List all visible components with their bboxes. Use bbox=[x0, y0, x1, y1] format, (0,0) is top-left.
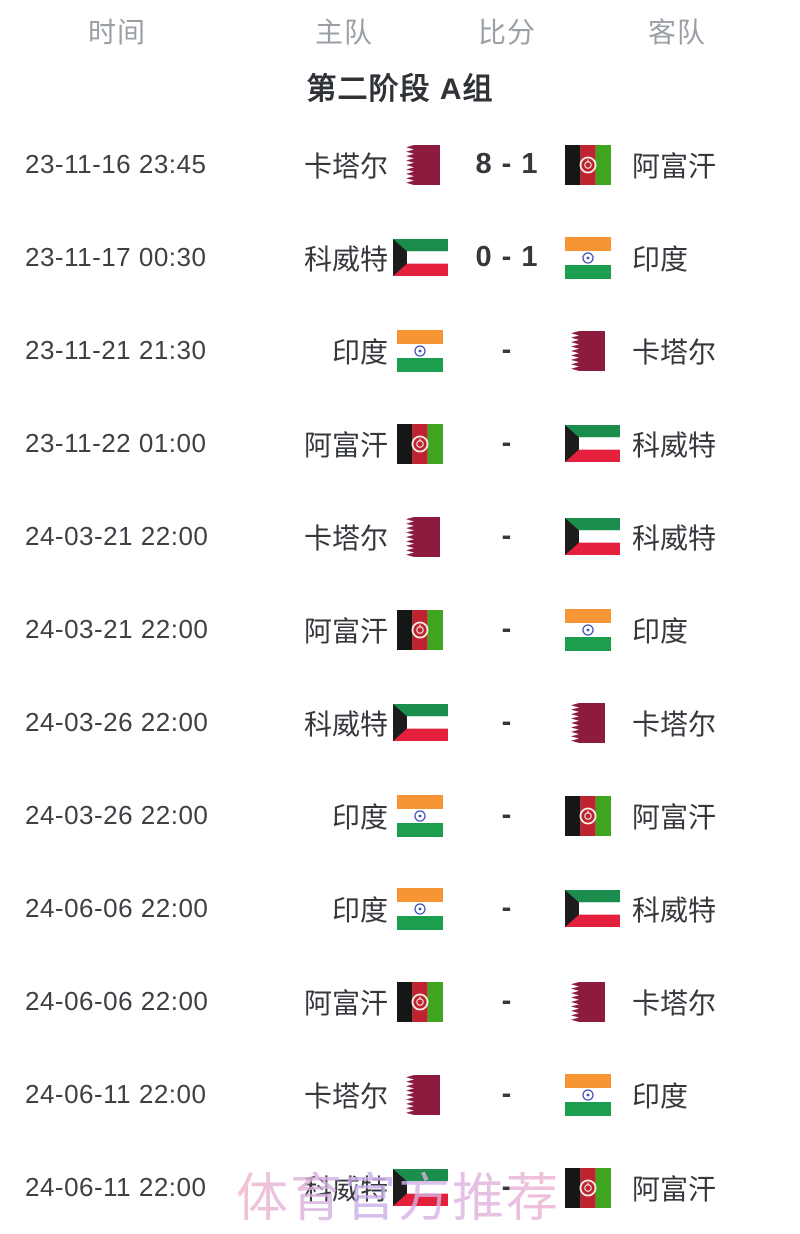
match-row[interactable]: 24-03-21 22:00 阿富汗 - 印度 bbox=[0, 583, 800, 676]
home-team-name: 科威特 bbox=[303, 708, 388, 740]
match-row[interactable]: 24-06-11 22:00 卡塔尔 - 印度 bbox=[0, 1048, 800, 1141]
home-team-name: 阿富汗 bbox=[303, 429, 388, 461]
home-team-name: 科威特 bbox=[303, 243, 388, 275]
match-score: 8 - 1 bbox=[475, 148, 539, 180]
home-team-flag-icon bbox=[388, 516, 452, 557]
home-team-flag-icon bbox=[388, 704, 452, 741]
away-team-flag-icon bbox=[562, 890, 620, 927]
away-team-flag-icon bbox=[562, 518, 620, 555]
away-team-flag-icon bbox=[562, 702, 618, 743]
away-team-name: 印度 bbox=[632, 1080, 689, 1112]
match-score: - bbox=[501, 1171, 513, 1203]
column-header-away: 客队 bbox=[648, 17, 707, 48]
home-team-name: 卡塔尔 bbox=[303, 150, 388, 182]
away-team-flag-icon bbox=[562, 795, 618, 836]
away-team-flag-icon bbox=[562, 144, 618, 185]
match-score: 0 - 1 bbox=[475, 241, 539, 273]
match-time: 24-03-21 22:00 bbox=[25, 614, 209, 644]
home-team-name: 印度 bbox=[331, 894, 388, 926]
match-time: 23-11-17 00:30 bbox=[25, 242, 207, 272]
home-team-name: 卡塔尔 bbox=[303, 1080, 388, 1112]
home-team-name: 印度 bbox=[331, 801, 388, 833]
match-row[interactable]: 24-06-11 22:00 科威特 - 阿富汗 bbox=[0, 1141, 800, 1234]
match-time: 24-06-11 22:00 bbox=[25, 1172, 207, 1202]
away-team-name: 阿富汗 bbox=[632, 150, 717, 182]
away-team-name: 卡塔尔 bbox=[632, 708, 717, 740]
away-team-flag-icon bbox=[562, 981, 618, 1022]
home-team-flag-icon bbox=[388, 887, 452, 930]
match-row[interactable]: 23-11-16 23:45 卡塔尔 8 - 1 阿富汗 bbox=[0, 118, 800, 211]
match-time: 24-06-06 22:00 bbox=[25, 893, 209, 923]
match-time: 23-11-21 21:30 bbox=[25, 335, 207, 365]
match-time: 23-11-16 23:45 bbox=[25, 149, 207, 179]
column-header-score: 比分 bbox=[478, 17, 537, 48]
match-row[interactable]: 24-06-06 22:00 印度 - 科威特 bbox=[0, 862, 800, 955]
match-row[interactable]: 23-11-17 00:30 科威特 0 - 1 印度 bbox=[0, 211, 800, 304]
match-row[interactable]: 24-03-21 22:00 卡塔尔 - 科威特 bbox=[0, 490, 800, 583]
match-time: 24-03-26 22:00 bbox=[25, 707, 209, 737]
match-row[interactable]: 24-03-26 22:00 印度 - 阿富汗 bbox=[0, 769, 800, 862]
home-team-flag-icon bbox=[388, 329, 452, 372]
match-time: 23-11-22 01:00 bbox=[25, 428, 207, 458]
away-team-flag-icon bbox=[562, 330, 618, 371]
table-header: 时间 主队 比分 客队 bbox=[0, 0, 800, 62]
away-team-name: 科威特 bbox=[632, 894, 717, 926]
home-team-flag-icon bbox=[388, 609, 452, 650]
match-score: - bbox=[501, 334, 513, 366]
home-team-name: 阿富汗 bbox=[303, 987, 388, 1019]
home-team-flag-icon bbox=[388, 794, 452, 837]
column-header-home: 主队 bbox=[315, 17, 374, 48]
match-row[interactable]: 23-11-21 21:30 印度 - 卡塔尔 bbox=[0, 304, 800, 397]
home-team-name: 科威特 bbox=[303, 1173, 388, 1205]
group-title: 第二阶段 A组 bbox=[306, 73, 494, 106]
match-score: - bbox=[501, 520, 513, 552]
match-score: - bbox=[501, 1078, 513, 1110]
away-team-name: 印度 bbox=[632, 243, 689, 275]
away-team-flag-icon bbox=[562, 608, 618, 651]
home-team-flag-icon bbox=[388, 1074, 452, 1115]
home-team-name: 卡塔尔 bbox=[303, 522, 388, 554]
away-team-flag-icon bbox=[562, 1167, 618, 1208]
match-score: - bbox=[501, 799, 513, 831]
home-team-flag-icon bbox=[388, 144, 452, 185]
away-team-name: 阿富汗 bbox=[632, 1173, 717, 1205]
match-row[interactable]: 24-06-06 22:00 阿富汗 - 卡塔尔 bbox=[0, 955, 800, 1048]
home-team-name: 印度 bbox=[331, 336, 388, 368]
match-list: 23-11-16 23:45 卡塔尔 8 - 1 阿富汗 23-11-17 00… bbox=[0, 118, 800, 1234]
home-team-flag-icon bbox=[388, 423, 452, 464]
away-team-name: 阿富汗 bbox=[632, 801, 717, 833]
column-header-time: 时间 bbox=[88, 17, 147, 48]
match-score: - bbox=[501, 427, 513, 459]
away-team-flag-icon bbox=[562, 236, 618, 279]
away-team-flag-icon bbox=[562, 1073, 618, 1116]
away-team-name: 卡塔尔 bbox=[632, 987, 717, 1019]
match-row[interactable]: 23-11-22 01:00 阿富汗 - 科威特 bbox=[0, 397, 800, 490]
home-team-flag-icon bbox=[388, 1169, 452, 1206]
match-time: 24-06-06 22:00 bbox=[25, 986, 209, 1016]
match-row[interactable]: 24-03-26 22:00 科威特 - 卡塔尔 bbox=[0, 676, 800, 769]
away-team-name: 科威特 bbox=[632, 429, 717, 461]
home-team-flag-icon bbox=[388, 239, 452, 276]
home-team-name: 阿富汗 bbox=[303, 615, 388, 647]
match-time: 24-03-26 22:00 bbox=[25, 800, 209, 830]
match-time: 24-03-21 22:00 bbox=[25, 521, 209, 551]
away-team-name: 印度 bbox=[632, 615, 689, 647]
away-team-name: 卡塔尔 bbox=[632, 336, 717, 368]
away-team-flag-icon bbox=[562, 425, 620, 462]
away-team-name: 科威特 bbox=[632, 522, 717, 554]
match-time: 24-06-11 22:00 bbox=[25, 1079, 207, 1109]
match-score: - bbox=[501, 613, 513, 645]
home-team-flag-icon bbox=[388, 981, 452, 1022]
match-score: - bbox=[501, 706, 513, 738]
match-score: - bbox=[501, 892, 513, 924]
match-score: - bbox=[501, 985, 513, 1017]
